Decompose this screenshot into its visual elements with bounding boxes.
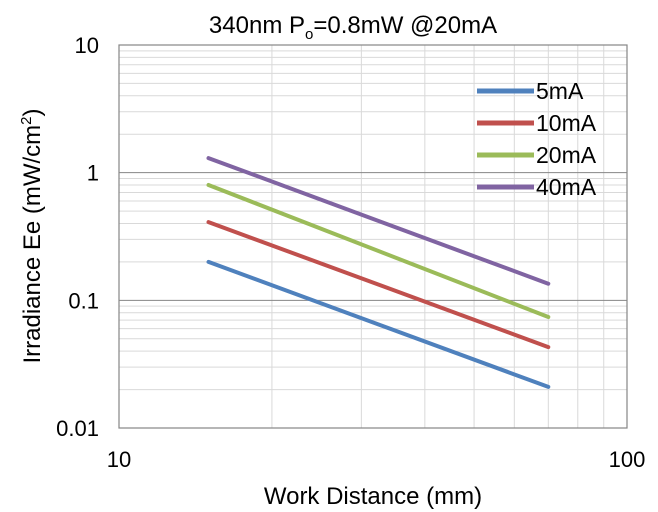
x-axis-label: Work Distance (mm)	[264, 483, 482, 510]
chart-title: 340nm Po=0.8mW @20mA	[209, 12, 497, 43]
title-subscript: o	[305, 26, 313, 43]
series-line-10mA	[206, 220, 551, 350]
legend-label-10mA: 10mA	[536, 110, 597, 136]
y-tick-labels: 0.01 0.1 1 10	[56, 33, 99, 441]
series-line-20mA	[206, 183, 551, 319]
legend-label-40mA: 40mA	[536, 174, 597, 200]
y-tick-label: 0.1	[68, 288, 99, 313]
legend-label-5mA: 5mA	[536, 78, 584, 104]
title-main: 340nm P	[209, 12, 305, 39]
x-tick-label: 100	[609, 447, 646, 472]
x-tick-labels: 10 100	[107, 447, 646, 472]
series-line-40mA	[206, 156, 551, 286]
x-tick-label: 10	[107, 447, 131, 472]
y-axis-label: Irradiance Ee (mW/cm2)	[18, 108, 46, 363]
minor-gridlines	[119, 45, 627, 428]
y-axis-label-superscript: 2	[18, 116, 35, 124]
title-rest: =0.8mW @20mA	[313, 12, 497, 39]
y-tick-label: 1	[87, 161, 99, 186]
plot-area	[118, 44, 628, 429]
series-lines	[206, 156, 551, 389]
legend: 5mA 10mA 20mA 40mA	[477, 78, 597, 200]
y-tick-label: 0.01	[56, 416, 99, 441]
y-tick-label: 10	[75, 33, 99, 58]
legend-label-20mA: 20mA	[536, 142, 597, 168]
y-axis-label-main: Irradiance Ee (mW/cm	[19, 125, 46, 364]
y-axis-label-end: )	[19, 108, 46, 116]
series-line-5mA	[206, 259, 551, 389]
